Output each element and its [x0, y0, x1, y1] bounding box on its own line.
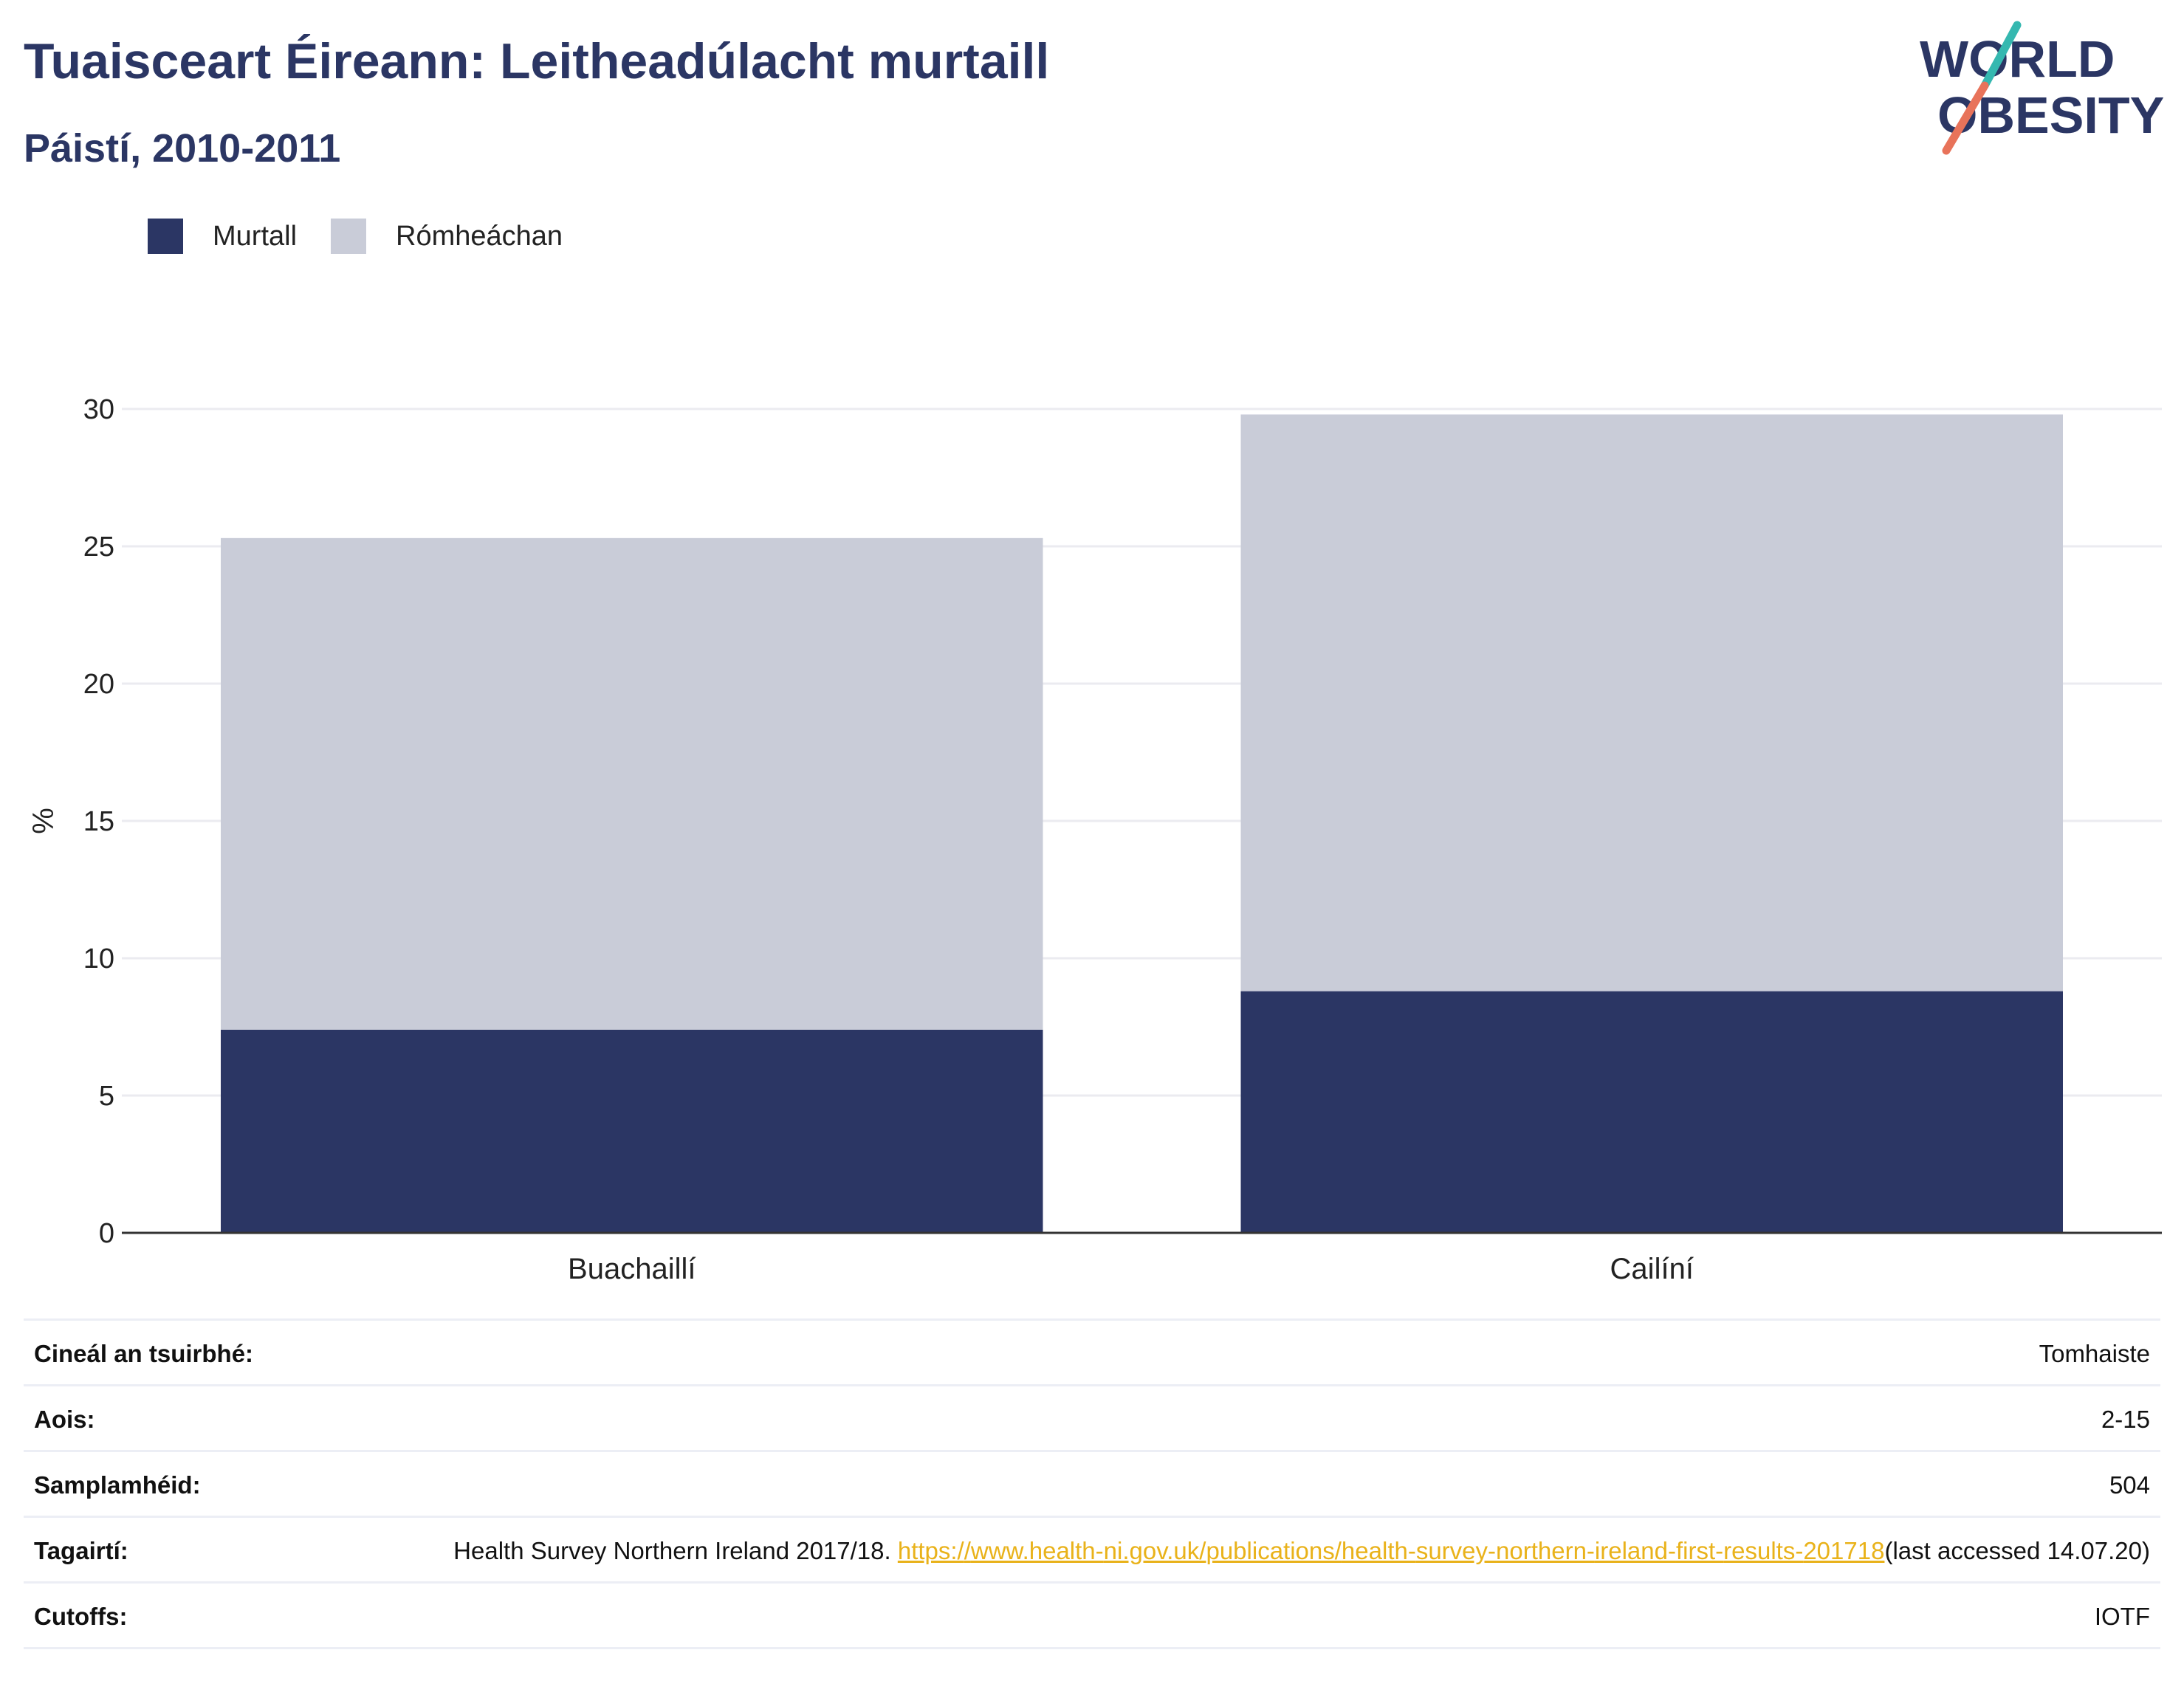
y-tick-label: 5	[99, 1081, 114, 1112]
bar-overweight-1	[1240, 414, 2063, 991]
y-tick-label: 0	[99, 1218, 114, 1249]
legend-item-obese[interactable]: Murtall	[148, 219, 297, 254]
logo-slash-teal	[1980, 21, 2022, 90]
y-axis-label: %	[27, 808, 60, 834]
legend-item-overweight[interactable]: Rómheáchan	[331, 219, 563, 254]
age-label: Aois:	[24, 1384, 354, 1451]
table-row: Cutoffs: IOTF	[24, 1581, 2160, 1649]
x-tick-label: Buachaillí	[568, 1253, 696, 1285]
sample-size-label: Samplamhéid:	[24, 1450, 354, 1517]
cutoffs-value: IOTF	[354, 1581, 2160, 1649]
chart-legend: Murtall Rómheáchan	[148, 219, 597, 254]
y-tick-label: 30	[83, 394, 114, 425]
legend-label-obese: Murtall	[213, 220, 298, 252]
world-obesity-logo: WORLD OBESITY	[1920, 21, 2164, 155]
table-row: Tagairtí: Health Survey Northern Ireland…	[24, 1516, 2160, 1583]
reference-link[interactable]: https://www.health-ni.gov.uk/publication…	[897, 1537, 1885, 1564]
table-row: Cineál an tsuirbhé: Tomhaiste	[24, 1318, 2160, 1386]
survey-type-label: Cineál an tsuirbhé:	[24, 1318, 354, 1386]
references-label: Tagairtí:	[24, 1516, 354, 1583]
y-tick-label: 10	[83, 943, 114, 974]
x-tick-label: Cailíní	[1610, 1253, 1694, 1285]
reference-text: Health Survey Northern Ireland 2017/18.	[453, 1537, 898, 1564]
table-row: Samplamhéid: 504	[24, 1450, 2160, 1517]
logo-line1: WORLD	[1920, 30, 2115, 88]
sample-size-value: 504	[354, 1450, 2160, 1517]
y-tick-label: 20	[83, 669, 114, 700]
survey-type-value: Tomhaiste	[354, 1318, 2160, 1386]
chart-subtitle: Páistí, 2010-2011	[24, 126, 341, 171]
bar-obese-1	[1240, 991, 2063, 1233]
logo-slash-coral	[1942, 81, 1989, 155]
chart-title: Tuaisceart Éireann: Leitheadúlacht murta…	[24, 33, 1050, 89]
legend-swatch-obese	[148, 219, 183, 254]
survey-details-table: Cineál an tsuirbhé: Tomhaiste Aois: 2-15…	[24, 1318, 2160, 1649]
legend-label-overweight: Rómheáchan	[396, 220, 563, 252]
y-tick-label: 15	[83, 806, 114, 837]
table-row: Aois: 2-15	[24, 1384, 2160, 1451]
references-value: Health Survey Northern Ireland 2017/18. …	[354, 1516, 2160, 1583]
reference-accessed: (last accessed 14.07.20)	[1884, 1537, 2150, 1564]
legend-swatch-overweight	[331, 219, 367, 254]
bar-obese-0	[221, 1029, 1043, 1233]
bar-overweight-0	[221, 537, 1043, 1030]
age-value: 2-15	[354, 1384, 2160, 1451]
cutoffs-label: Cutoffs:	[24, 1581, 354, 1649]
bar-chart: 0 5 10 15 20 25 30% Buachaillí Cailíní	[27, 394, 2162, 1285]
y-tick-label: 25	[83, 532, 114, 563]
